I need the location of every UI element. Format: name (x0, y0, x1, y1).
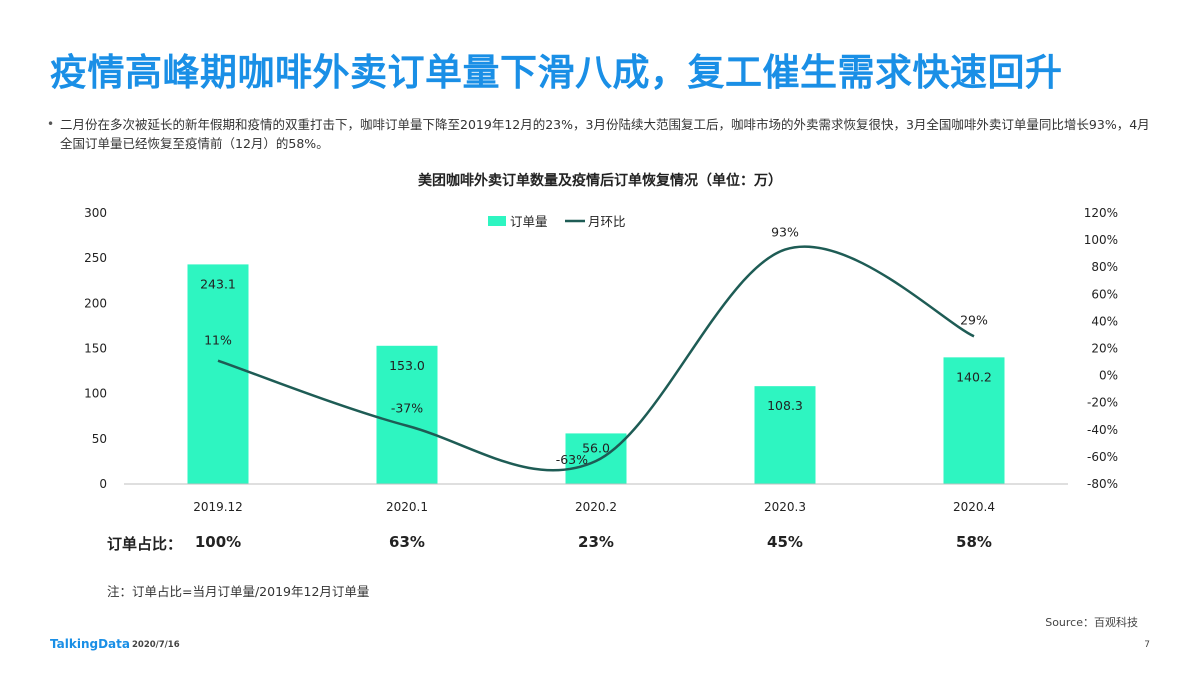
order-ratio-2020-2: 23% (578, 533, 614, 551)
bullet-paragraph: • 二月份在多次被延长的新年假期和疫情的双重打击下，咖啡订单量下降至2019年1… (47, 115, 1150, 153)
bar-value-label: 108.3 (767, 398, 803, 413)
legend-bar-swatch (488, 216, 506, 226)
bar-value-label: 243.1 (200, 276, 236, 291)
source-credit: Source：百观科技 (1045, 616, 1138, 629)
bar-value-label: 56.0 (582, 440, 610, 455)
left-axis-tick: 200 (84, 296, 107, 310)
right-axis-tick: 120% (1084, 206, 1118, 220)
order-ratio-label: 订单占比： (107, 535, 183, 553)
slide-title: 疫情高峰期咖啡外卖订单量下滑八成，复工催生需求快速回升 (50, 51, 1063, 94)
x-axis-tick: 2020.4 (953, 500, 995, 514)
left-axis-tick: 150 (84, 342, 107, 356)
x-axis-tick: 2020.2 (575, 500, 617, 514)
bar (943, 357, 1005, 484)
order-ratio-2020-4: 58% (956, 533, 992, 551)
line-value-label: 29% (960, 312, 988, 327)
right-axis-tick: 20% (1091, 342, 1118, 356)
bar (187, 264, 249, 484)
page-number: 7 (1144, 640, 1150, 650)
right-axis-tick: 60% (1091, 287, 1118, 301)
right-axis-tick: 80% (1091, 260, 1118, 274)
left-axis-tick: 300 (84, 206, 107, 220)
right-axis-tick: 40% (1091, 314, 1118, 328)
left-axis-tick: 250 (84, 251, 107, 265)
right-axis-tick: 100% (1084, 233, 1118, 247)
bar (565, 433, 627, 484)
bar (754, 386, 816, 484)
line-value-label: -37% (391, 401, 423, 416)
order-ratio-2019-12: 100% (194, 533, 242, 551)
line-series-path (217, 245, 975, 472)
line-value-label: -63% (556, 452, 588, 467)
left-axis-tick: 0 (99, 477, 107, 491)
right-axis-tick: -20% (1087, 396, 1118, 410)
line-value-label: 11% (204, 333, 232, 348)
bar-value-label: 140.2 (956, 369, 992, 384)
bar (376, 345, 438, 484)
legend-line-label: 月环比 (588, 214, 626, 229)
brand-logo: TalkingData (50, 637, 130, 651)
line-value-label: 93% (771, 225, 799, 240)
right-axis-tick: -80% (1087, 477, 1118, 491)
chart-title: 美团咖啡外卖订单数量及疫情后订单恢复情况（单位：万） (418, 173, 782, 189)
legend-bar-label: 订单量 (510, 214, 548, 229)
order-ratio-2020-1: 63% (389, 533, 425, 551)
left-axis-tick: 100 (84, 387, 107, 401)
footnote: 注：订单占比=当月订单量/2019年12月订单量 (107, 584, 370, 599)
right-axis-tick: -60% (1087, 450, 1118, 464)
x-axis-tick: 2020.3 (764, 500, 806, 514)
order-ratio-2020-3: 45% (767, 533, 803, 551)
x-axis-tick: 2020.1 (386, 500, 428, 514)
left-axis-tick: 50 (92, 432, 107, 446)
x-axis-tick: 2019.12 (193, 500, 243, 514)
right-axis-tick: 0% (1099, 369, 1118, 383)
slide-date: 2020/7/16 (132, 640, 180, 650)
right-axis-tick: -40% (1087, 423, 1118, 437)
bar-value-label: 153.0 (389, 358, 425, 373)
bullet-text: 二月份在多次被延长的新年假期和疫情的双重打击下，咖啡订单量下降至2019年12月… (60, 117, 1150, 151)
bullet-dot-icon: • (47, 117, 55, 131)
